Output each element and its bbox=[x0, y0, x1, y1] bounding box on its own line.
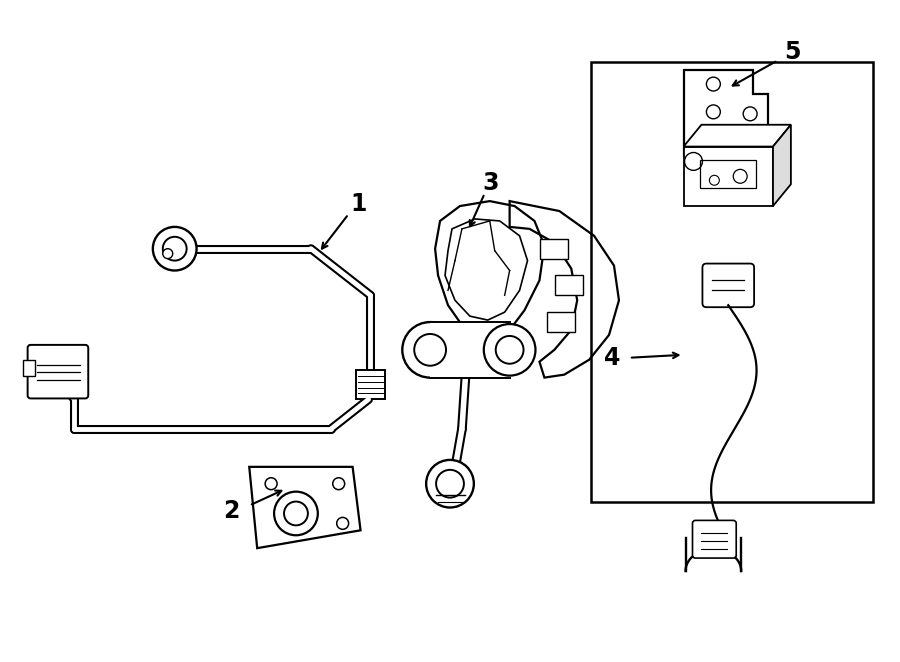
Bar bbox=[430, 322, 509, 377]
Bar bbox=[22, 359, 34, 375]
Circle shape bbox=[496, 336, 524, 363]
Polygon shape bbox=[683, 124, 791, 146]
Text: 2: 2 bbox=[223, 499, 239, 524]
Polygon shape bbox=[773, 124, 791, 206]
Bar bbox=[683, 146, 773, 206]
FancyBboxPatch shape bbox=[28, 345, 88, 399]
Circle shape bbox=[274, 492, 318, 536]
Circle shape bbox=[414, 334, 446, 365]
Text: 4: 4 bbox=[604, 346, 620, 370]
Circle shape bbox=[436, 470, 464, 498]
Polygon shape bbox=[249, 467, 361, 548]
Polygon shape bbox=[555, 275, 583, 295]
Circle shape bbox=[426, 460, 474, 508]
Polygon shape bbox=[540, 239, 568, 259]
FancyBboxPatch shape bbox=[702, 263, 754, 307]
Text: 5: 5 bbox=[785, 40, 801, 64]
Bar bbox=[700, 160, 756, 188]
Text: 3: 3 bbox=[482, 171, 499, 195]
Polygon shape bbox=[547, 312, 575, 332]
Text: 1: 1 bbox=[350, 192, 367, 216]
Circle shape bbox=[402, 322, 458, 377]
Circle shape bbox=[153, 227, 196, 271]
Circle shape bbox=[685, 152, 702, 170]
Circle shape bbox=[484, 324, 536, 375]
Bar bbox=[356, 369, 385, 399]
Bar bbox=[591, 62, 873, 502]
FancyBboxPatch shape bbox=[692, 520, 736, 558]
Circle shape bbox=[284, 502, 308, 526]
Circle shape bbox=[163, 249, 173, 259]
Polygon shape bbox=[683, 70, 768, 156]
